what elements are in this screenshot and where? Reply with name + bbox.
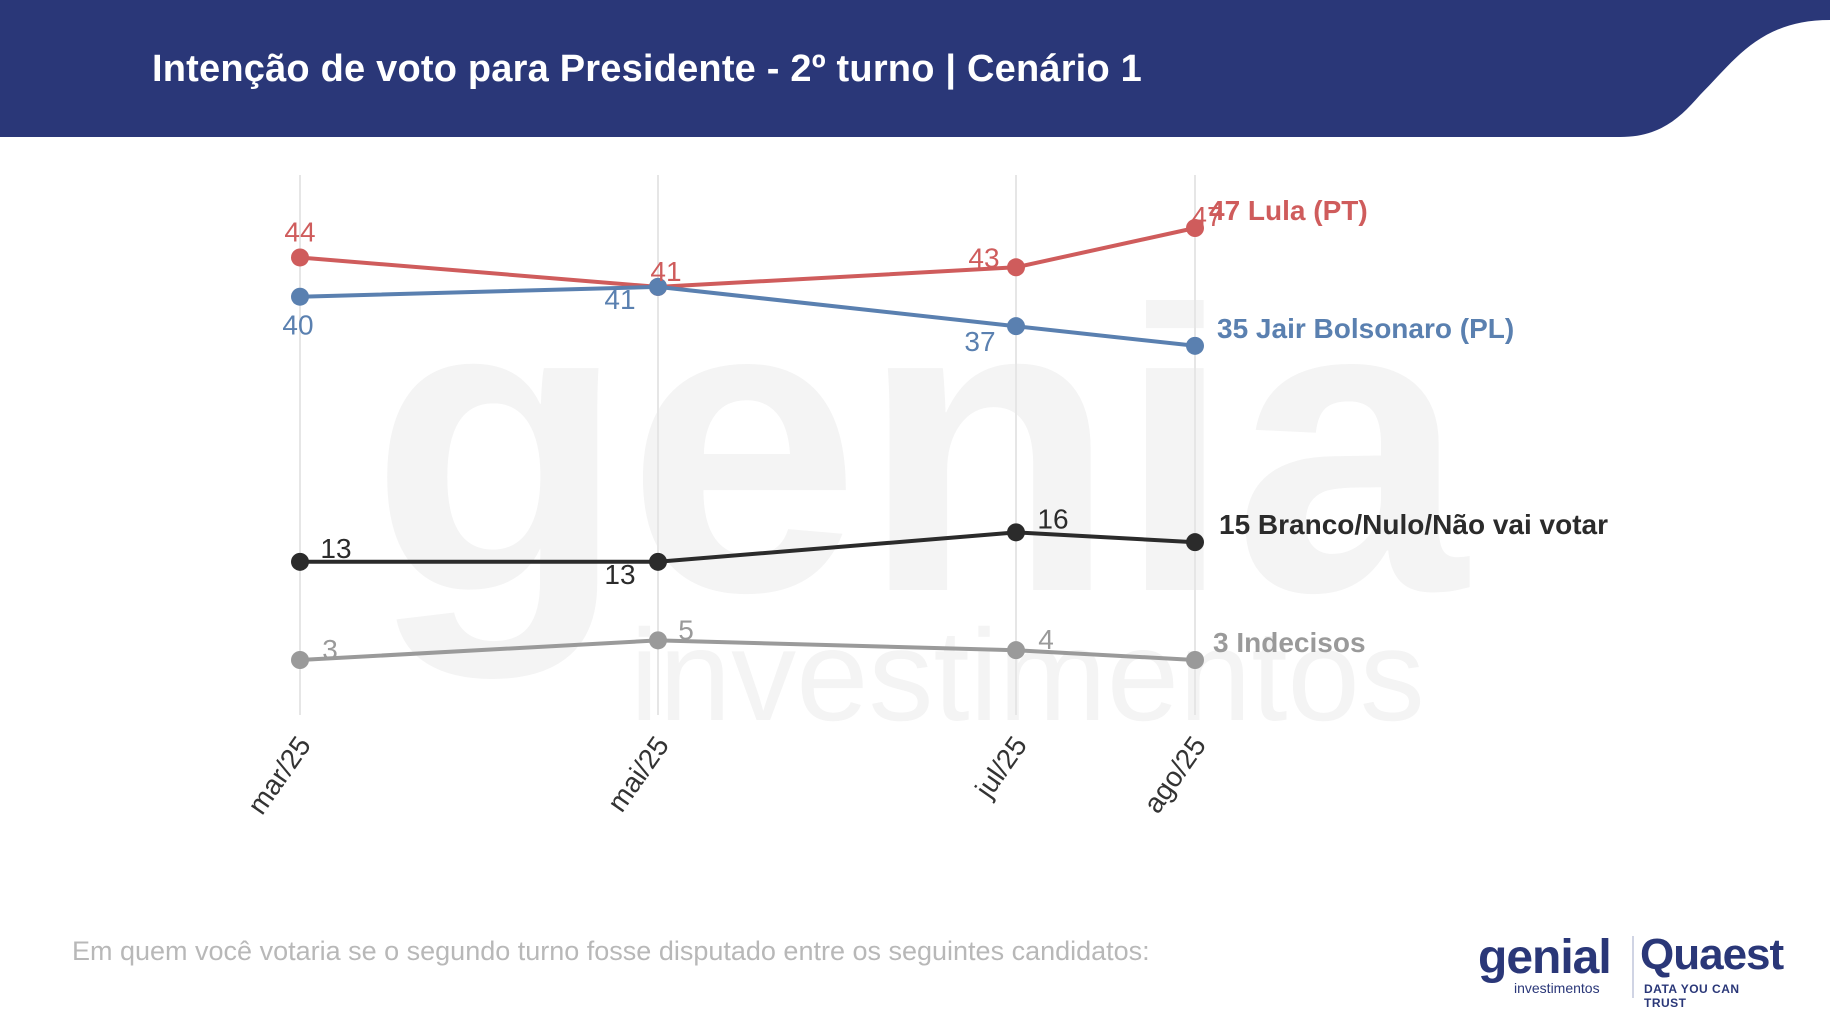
data-point	[1007, 258, 1025, 277]
data-point	[1007, 641, 1025, 660]
header-banner: Intenção de voto para Presidente - 2º tu…	[0, 0, 1830, 140]
data-label: 3	[322, 634, 338, 665]
series-line	[299, 226, 1196, 289]
data-point	[1007, 317, 1025, 336]
genial-logo-word: genial	[1478, 931, 1612, 984]
data-label: 40	[282, 310, 313, 341]
header-background	[0, 0, 1830, 137]
data-point	[291, 651, 309, 669]
data-label: 44	[284, 216, 315, 247]
page-title: Intenção de voto para Presidente - 2º tu…	[152, 48, 1142, 90]
series-line	[300, 530, 1196, 564]
x-tick-label: mai/25	[601, 731, 675, 818]
data-label: 13	[604, 559, 635, 590]
genial-watermark: genial investimentos	[370, 300, 1470, 730]
series-line	[299, 638, 1196, 662]
data-point	[291, 552, 309, 571]
quaest-logo-word: Quaest	[1640, 930, 1784, 979]
data-label: 4	[1038, 624, 1054, 655]
genial-logo-subtitle: investimentos	[1514, 980, 1600, 996]
data-point	[291, 287, 309, 306]
series-line	[299, 284, 1196, 348]
data-point	[649, 277, 667, 296]
data-label: 43	[968, 242, 999, 273]
data-point	[1186, 651, 1204, 669]
series-group	[291, 219, 1204, 669]
data-point	[649, 631, 667, 650]
x-axis-ticks: mar/25 mai/25 jul/25 ago/25	[242, 731, 1212, 820]
genial-logo: genial investimentos	[1478, 930, 1623, 1000]
data-point	[1186, 336, 1204, 355]
series-end-label: 35 Jair Bolsonaro (PL)	[1217, 313, 1514, 344]
data-point	[291, 248, 309, 267]
data-point	[1007, 523, 1025, 542]
data-point	[1186, 533, 1204, 552]
watermark-word: genial	[370, 300, 1470, 682]
series-end-label: 3 Indecisos	[1213, 627, 1366, 658]
x-tick-label: mar/25	[242, 731, 317, 820]
quaest-logo: Quaest DATA YOU CAN TRUST	[1640, 930, 1784, 1010]
data-label: 47	[1191, 201, 1222, 232]
data-label: 5	[678, 614, 694, 645]
data-label: 41	[650, 256, 681, 287]
data-label: 16	[1037, 503, 1068, 534]
series-end-label: 15 Branco/Nulo/Não vai votar	[1219, 509, 1608, 540]
x-tick-label: jul/25	[969, 731, 1033, 804]
logo-divider	[1632, 936, 1634, 998]
data-point	[1186, 219, 1204, 237]
data-point	[649, 552, 667, 571]
data-label: 41	[604, 284, 635, 315]
series-end-label: 47 Lula (PT)	[1209, 195, 1368, 226]
x-tick-label: ago/25	[1137, 731, 1212, 819]
data-label: 37	[964, 326, 995, 357]
data-label: 13	[320, 533, 351, 564]
watermark-subword: investimentos	[630, 602, 1425, 730]
quaest-logo-tagline: DATA YOU CAN TRUST	[1644, 982, 1740, 1010]
question-footnote: Em quem você votaria se o segundo turno …	[72, 936, 1150, 966]
